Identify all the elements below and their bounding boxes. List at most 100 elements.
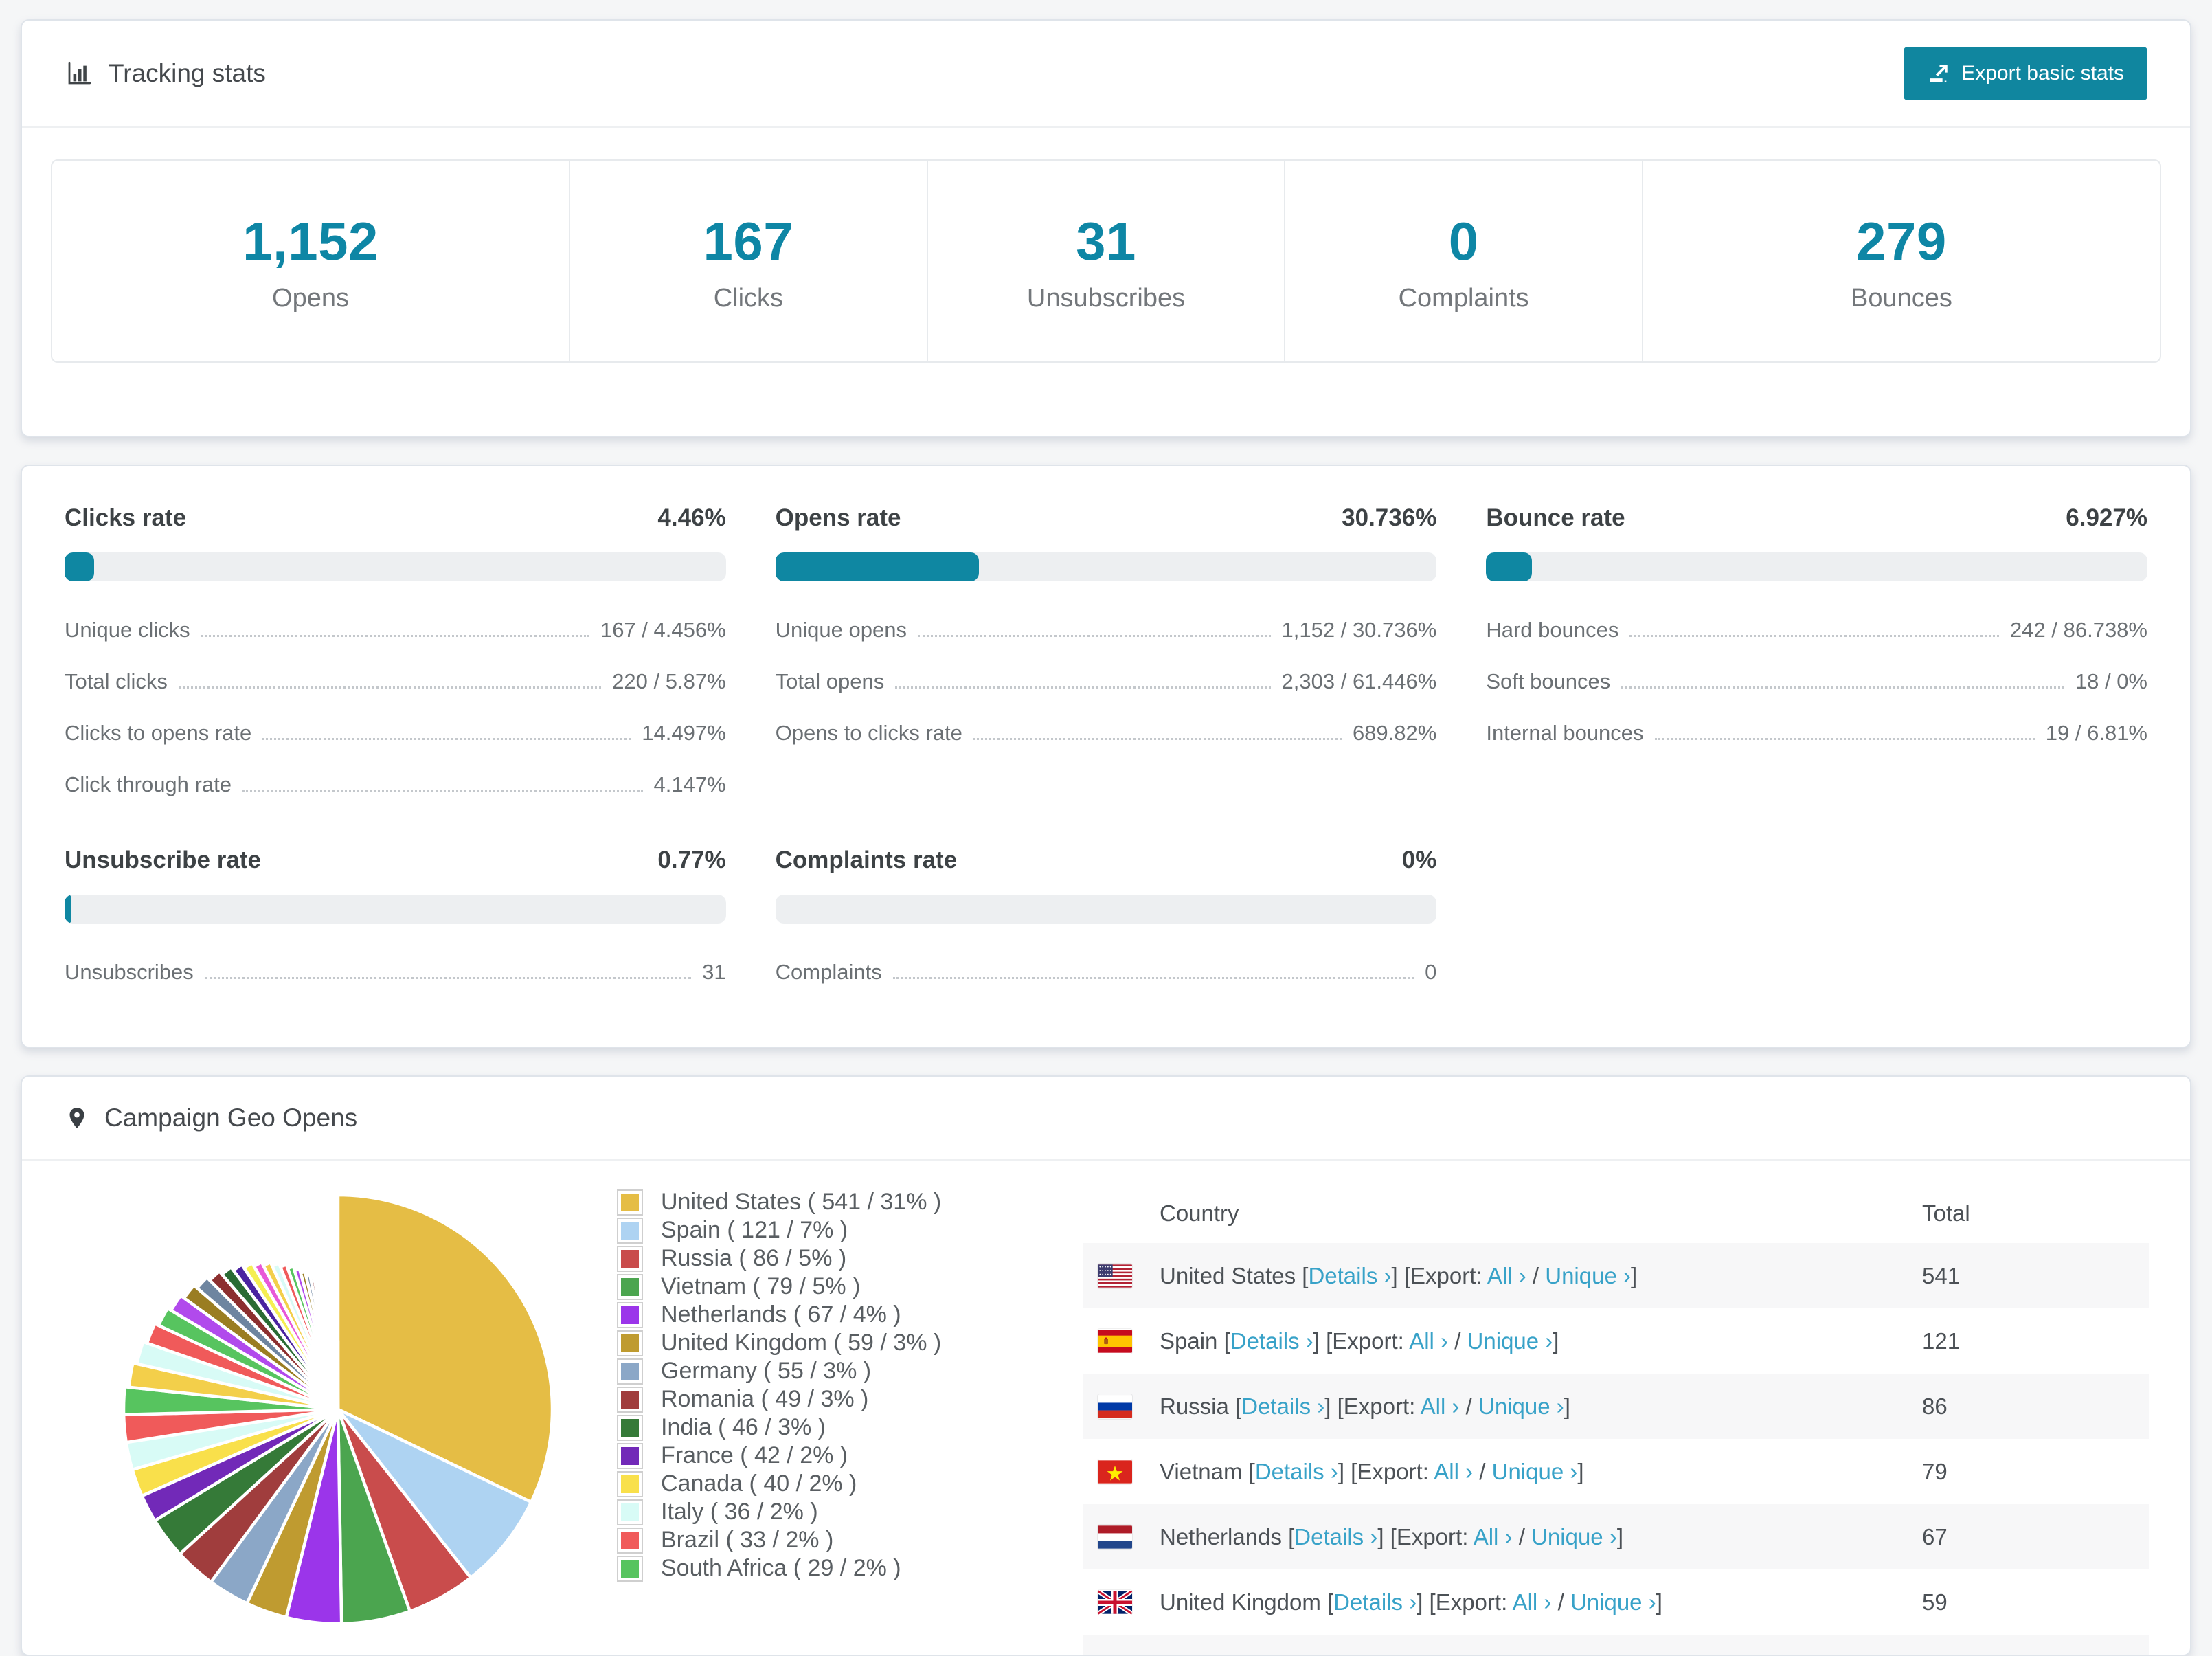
clicks-rate-title: Clicks rate (65, 504, 186, 532)
legend-item: Russia ( 86 / 5% ) (617, 1244, 1002, 1273)
gb-flag-icon (1098, 1590, 1132, 1615)
rate-stat-value: 2,303 / 61.446% (1282, 669, 1437, 694)
legend-swatch (617, 1471, 643, 1497)
details-link[interactable]: Details › (1230, 1328, 1313, 1354)
unsubscribes-count: 31 (928, 210, 1285, 273)
export-icon (1927, 62, 1950, 85)
legend-item: France ( 42 / 2% ) (617, 1442, 1002, 1470)
export-all-link[interactable]: All › (1434, 1459, 1473, 1484)
geo-row-text: Vietnam [Details ›] [Export: All › / Uni… (1160, 1459, 1922, 1485)
progress-fill (65, 552, 94, 581)
unsubscribe-rate-title: Unsubscribe rate (65, 847, 261, 874)
legend-label: Germany ( 55 / 3% ) (661, 1358, 871, 1385)
export-all-link[interactable]: All › (1421, 1394, 1460, 1419)
legend-item: Italy ( 36 / 2% ) (617, 1498, 1002, 1526)
tracking-stats-card: Tracking stats Export basic stats 1,152 … (21, 19, 2191, 437)
summary-opens: 1,152 Opens (52, 161, 569, 361)
legend-swatch (617, 1387, 643, 1413)
export-basic-stats-button[interactable]: Export basic stats (1904, 47, 2147, 100)
legend-label: South Africa ( 29 / 2% ) (661, 1555, 901, 1582)
geo-table-row: Germany [Details ›] [Export: All › / Uni… (1083, 1635, 2149, 1656)
legend-item: Vietnam ( 79 / 5% ) (617, 1273, 1002, 1301)
geo-table-row: Netherlands [Details ›] [Export: All › /… (1083, 1504, 2149, 1569)
progress-fill (1486, 552, 1532, 581)
export-all-link[interactable]: All › (1487, 1263, 1526, 1288)
export-unique-link[interactable]: Unique › (1545, 1263, 1631, 1288)
summary-stats-box: 1,152 Opens 167 Clicks 31 Unsubscribes 0… (51, 159, 2161, 363)
dotted-leader (262, 738, 631, 740)
geo-row-text: United States [Details ›] [Export: All ›… (1160, 1263, 1922, 1289)
unsubscribe-rate-value: 0.77% (657, 847, 725, 874)
export-unique-link[interactable]: Unique › (1531, 1524, 1617, 1549)
export-unique-link[interactable]: Unique › (1570, 1589, 1656, 1615)
export-all-link[interactable]: All › (1474, 1524, 1513, 1549)
opens-label: Opens (52, 284, 569, 313)
bounce-rate-value: 6.927% (2066, 504, 2147, 532)
tracking-stats-header: Tracking stats Export basic stats (22, 21, 2190, 128)
legend-swatch (617, 1528, 643, 1554)
legend-label: Brazil ( 33 / 2% ) (661, 1527, 833, 1554)
legend-swatch (617, 1443, 643, 1469)
export-unique-link[interactable]: Unique › (1492, 1459, 1578, 1484)
geo-row-text: Netherlands [Details ›] [Export: All › /… (1160, 1524, 1922, 1550)
complaints-label: Complaints (1285, 284, 1642, 313)
summary-clicks: 167 Clicks (569, 161, 927, 361)
dotted-leader (179, 686, 601, 689)
rate-stat-label: Complaints (776, 960, 882, 985)
progress-fill (65, 895, 71, 924)
us-flag-icon (1098, 1264, 1132, 1288)
nl-flag-icon (1098, 1525, 1132, 1549)
rate-stat-label: Opens to clicks rate (776, 721, 962, 746)
details-link[interactable]: Details › (1308, 1263, 1391, 1288)
legend-item: Spain ( 121 / 7% ) (617, 1216, 1002, 1244)
dotted-leader (973, 738, 1342, 740)
legend-item: Brazil ( 33 / 2% ) (617, 1526, 1002, 1554)
opens-rate-progress-bar (776, 552, 1437, 581)
legend-label: United States ( 541 / 31% ) (661, 1189, 941, 1216)
summary-unsubscribes: 31 Unsubscribes (927, 161, 1285, 361)
legend-swatch (617, 1556, 643, 1582)
legend-swatch (617, 1330, 643, 1356)
legend-item: Romania ( 49 / 3% ) (617, 1385, 1002, 1413)
tracking-stats-title: Tracking stats (65, 59, 266, 88)
legend-item: South Africa ( 29 / 2% ) (617, 1554, 1002, 1582)
rate-stat-label: Unsubscribes (65, 960, 194, 985)
export-all-link[interactable]: All › (1409, 1328, 1448, 1354)
export-all-link[interactable]: All › (1513, 1589, 1552, 1615)
export-unique-link[interactable]: Unique › (1478, 1394, 1564, 1419)
rate-stat-row: Unsubscribes 31 (65, 947, 726, 998)
rate-stat-value: 689.82% (1353, 721, 1436, 746)
geo-table-row: United Kingdom [Details ›] [Export: All … (1083, 1569, 2149, 1635)
details-link[interactable]: Details › (1255, 1459, 1338, 1484)
legend-swatch (617, 1415, 643, 1441)
rate-stat-label: Total clicks (65, 669, 168, 694)
complaints-rate-title: Complaints rate (776, 847, 958, 874)
country-total: 121 (1922, 1328, 2149, 1354)
export-unique-link[interactable]: Unique › (1467, 1328, 1553, 1354)
page-title: Tracking stats (109, 59, 266, 88)
geo-opens-title: Campaign Geo Opens (104, 1104, 357, 1132)
clicks-rate-progress-bar (65, 552, 726, 581)
country-name: Russia (1160, 1394, 1235, 1419)
rate-stat-value: 31 (702, 960, 725, 985)
legend-label: Italy ( 36 / 2% ) (661, 1499, 818, 1525)
details-link[interactable]: Details › (1241, 1394, 1324, 1419)
dotted-leader (1629, 635, 1999, 637)
geo-pie-chart[interactable] (118, 1189, 558, 1633)
opens-rate-value: 30.736% (1342, 504, 1436, 532)
rate-stat-value: 4.147% (654, 772, 726, 797)
country-total: 67 (1922, 1524, 2149, 1550)
rate-stat-value: 19 / 6.81% (2046, 721, 2147, 746)
geo-table: Country Total United States [Details ›] … (1083, 1184, 2149, 1656)
legend-item: Germany ( 55 / 3% ) (617, 1357, 1002, 1385)
details-link[interactable]: Details › (1333, 1589, 1417, 1615)
dotted-leader (201, 635, 589, 637)
country-name: United States (1160, 1263, 1302, 1288)
progress-fill (776, 552, 979, 581)
details-link[interactable]: Details › (1294, 1524, 1377, 1549)
legend-swatch (617, 1218, 643, 1244)
